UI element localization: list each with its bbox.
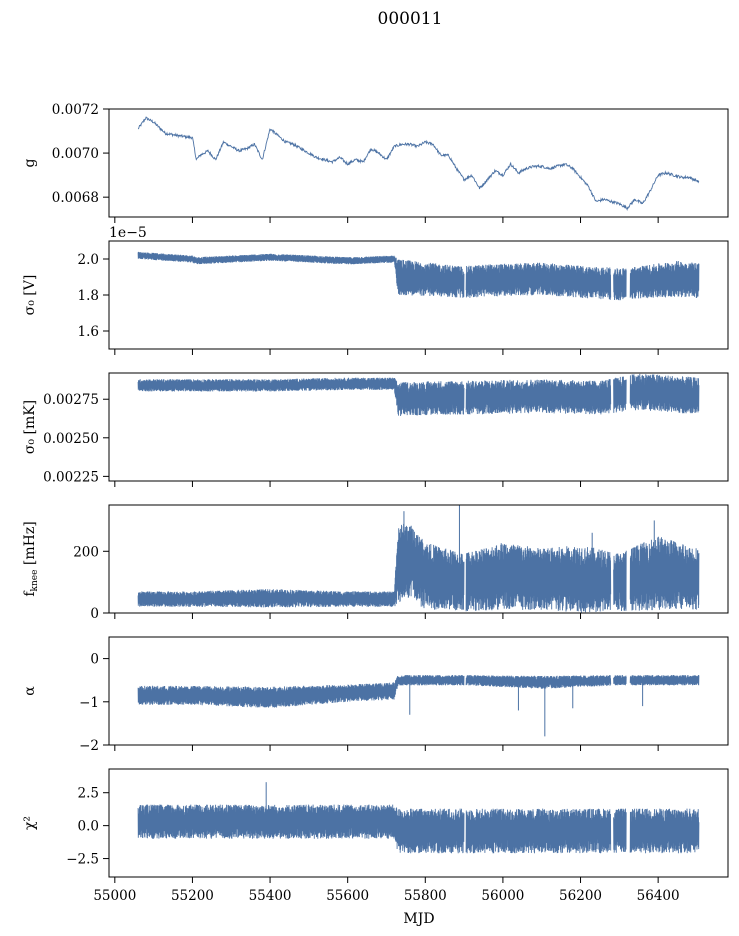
x-tick-label: 55600 (326, 888, 369, 904)
y-tick-label: 1.6 (78, 324, 99, 340)
y-tick-label: 2.0 (78, 252, 99, 268)
plot-frame (108, 768, 729, 878)
x-tick-label: 56000 (481, 888, 524, 904)
series-line (137, 373, 700, 417)
y-tick-label: 0.0068 (52, 190, 99, 206)
x-tick-label: 55800 (404, 888, 447, 904)
offset-text: 1e−5 (109, 225, 147, 241)
series-segment (613, 808, 627, 853)
series-line (137, 782, 700, 854)
plot-frame (108, 372, 729, 482)
series-segment (137, 523, 465, 611)
y-tick-label: 0.0072 (52, 102, 99, 118)
y-tick-label: 0.0 (78, 819, 99, 835)
panel-5: −2 −1 0 α (22, 636, 729, 754)
y-axis-label: σ₀ [V] (22, 275, 38, 316)
y-tick-label: −1 (79, 695, 99, 711)
series-line (137, 674, 700, 737)
series-segment (629, 536, 700, 611)
plot-frame (108, 108, 729, 218)
series-line (137, 116, 700, 211)
series-line (137, 251, 700, 301)
series-segment (137, 377, 465, 417)
series-segment (465, 808, 612, 854)
x-tick-label: 55000 (93, 888, 136, 904)
y-tick-label: −2.5 (66, 852, 99, 868)
x-tick-label: 55400 (249, 888, 292, 904)
y-tick-label: 0.00250 (43, 431, 99, 447)
y-tick-label: −2 (79, 738, 99, 754)
y-axis-label: fknee [mHz] (22, 521, 40, 596)
figure-title: 000011 (378, 9, 443, 29)
series-segment (613, 674, 627, 686)
series-segment (465, 262, 612, 300)
x-tick-label: 55200 (171, 888, 214, 904)
y-tick-label: 2.5 (78, 786, 99, 802)
series-segment (613, 550, 627, 612)
series-segment (137, 674, 465, 708)
series-line (137, 505, 700, 613)
x-axis-label: MJD (403, 911, 434, 927)
series-segment (629, 373, 700, 414)
series-segment (137, 804, 465, 854)
y-tick-label: 0.00275 (43, 392, 99, 408)
y-tick-label: 0.0070 (52, 146, 99, 162)
panel-1: 0.0068 0.0070 0.0072 g (22, 102, 729, 223)
panels: 0.0068 0.0070 0.0072 g 1.6 1.8 2.0 σ₀ [V] 1e−5 0.… (22, 102, 729, 904)
x-tick-label: 56200 (559, 888, 602, 904)
series-segment (613, 267, 627, 301)
series-segment (629, 260, 700, 299)
y-tick-label: 200 (73, 544, 99, 560)
series-segment (629, 808, 700, 854)
series-segment (629, 674, 700, 686)
y-axis-label: χ² (22, 816, 38, 830)
y-tick-label: 1.8 (78, 288, 99, 304)
y-tick-label: 0 (90, 652, 99, 668)
series-segment (613, 376, 627, 413)
panel-6: −2.5 0.0 2.5 55000 55200 55400 55600 55800 56000… (22, 768, 729, 904)
y-axis-label: σ₀ [mK] (22, 400, 38, 454)
series-polyline (137, 116, 700, 211)
y-tick-label: 0.00225 (43, 469, 99, 485)
panel-3: 0.00225 0.00250 0.00275 σ₀ [mK] (22, 372, 729, 487)
plot-frame (108, 504, 729, 614)
y-axis-label: α (22, 686, 38, 696)
y-tick-label: 0 (90, 606, 99, 622)
series-segment (465, 543, 612, 613)
plot-frame (108, 636, 729, 746)
x-tick-label: 56400 (637, 888, 680, 904)
series-segment (137, 251, 465, 298)
series-segment (465, 675, 612, 689)
panel-2: 1.6 1.8 2.0 σ₀ [V] 1e−5 (22, 225, 729, 355)
y-axis-label: g (22, 158, 38, 167)
panel-4: 0 200 fknee [mHz] (22, 504, 729, 622)
series-segment (465, 379, 612, 415)
